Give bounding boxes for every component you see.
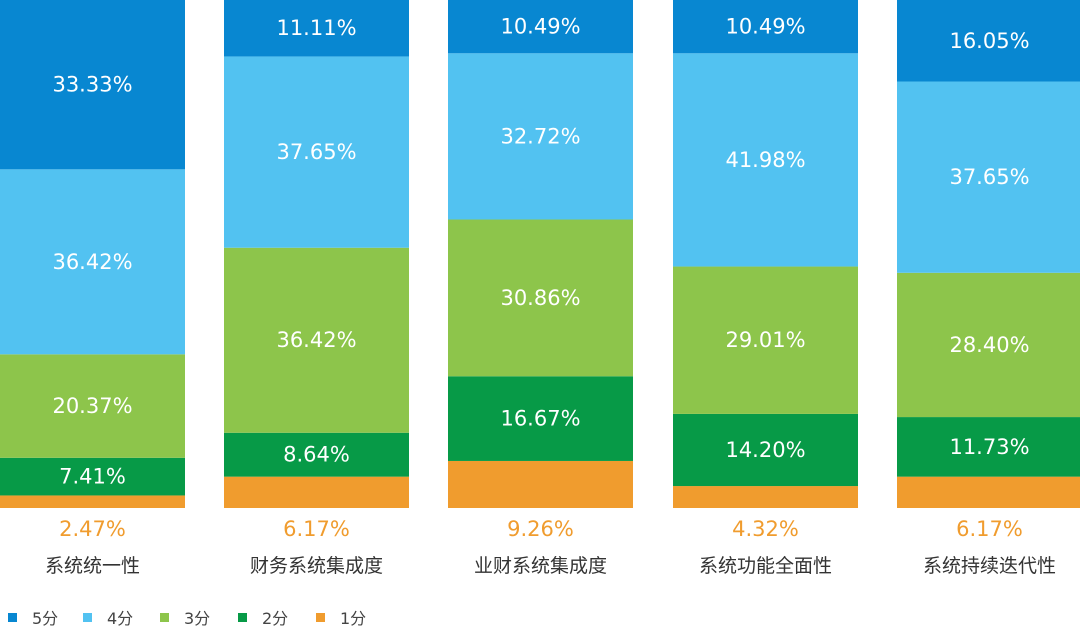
bar-segment-3-4分 — [448, 53, 633, 220]
data-label-3-2分: 16.67% — [500, 407, 580, 431]
bar-segment-3-1分 — [448, 460, 633, 508]
data-label-1-5分: 33.33% — [52, 73, 132, 97]
bar-segment-1-3分 — [0, 354, 185, 458]
bar-segment-1-4分 — [0, 169, 185, 355]
bar-segment-5-2分 — [897, 417, 1080, 477]
data-label-4-4分: 41.98% — [725, 148, 805, 172]
legend: 5分 4分 3分 2分 1分 — [8, 609, 366, 628]
data-label-1-3分: 20.37% — [52, 394, 132, 418]
bar-segment-3-3分 — [448, 219, 633, 377]
bar-segment-4-1分 — [673, 486, 858, 508]
data-label-2-5分: 11.11% — [276, 16, 356, 40]
bar-segment-2-4分 — [224, 56, 409, 248]
legend-swatch-5分 — [8, 613, 17, 622]
bar-segment-1-5分 — [0, 0, 185, 170]
data-label-4-5分: 10.49% — [725, 15, 805, 39]
legend-label-5分: 5分 — [32, 609, 58, 628]
bar-segment-1-2分 — [0, 457, 185, 496]
data-label-2-4分: 37.65% — [276, 140, 356, 164]
data-label-5-5分: 16.05% — [949, 29, 1029, 53]
data-label-4-1分: 4.32% — [732, 517, 799, 541]
bar-segment-2-3分 — [224, 247, 409, 433]
bar-segment-4-5分 — [673, 0, 858, 54]
legend-swatch-3分 — [160, 613, 169, 622]
data-label-5-1分: 6.17% — [956, 517, 1023, 541]
bar-segment-4-4分 — [673, 53, 858, 267]
legend-swatch-1分 — [316, 613, 325, 622]
bar-segment-4-2分 — [673, 413, 858, 487]
data-label-3-5分: 10.49% — [500, 15, 580, 39]
bar-segment-4-3分 — [673, 266, 858, 414]
bar-segment-3-5分 — [448, 0, 633, 54]
data-label-2-2分: 8.64% — [283, 443, 350, 467]
data-label-5-3分: 28.40% — [949, 333, 1029, 357]
category-label-5: 系统持续迭代性 — [923, 555, 1056, 577]
bar-segment-1-1分 — [0, 495, 185, 508]
data-label-1-4分: 36.42% — [52, 250, 132, 274]
data-label-2-1分: 6.17% — [283, 517, 350, 541]
data-label-2-3分: 36.42% — [276, 328, 356, 352]
category-label-1: 系统统一性 — [45, 555, 140, 577]
data-label-4-3分: 29.01% — [725, 328, 805, 352]
data-label-1-1分: 2.47% — [59, 517, 126, 541]
data-label-3-4分: 32.72% — [500, 124, 580, 148]
data-label-1-2分: 7.41% — [59, 465, 126, 489]
data-label-5-4分: 37.65% — [949, 165, 1029, 189]
bar-segment-5-1分 — [897, 476, 1080, 508]
legend-label-2分: 2分 — [262, 609, 288, 628]
legend-label-1分: 1分 — [340, 609, 366, 628]
category-label-2: 财务系统集成度 — [250, 555, 383, 577]
legend-swatch-4分 — [83, 613, 92, 622]
bar-segment-5-4分 — [897, 81, 1080, 273]
labels-group: 2.47% 7.41% 20.37% 36.42% 33.33% 系统统一性 6.17% 8.… — [45, 15, 1056, 577]
bars-group — [0, 0, 1080, 508]
legend-label-4分: 4分 — [107, 609, 133, 628]
data-label-5-2分: 11.73% — [949, 435, 1029, 459]
bar-segment-2-5分 — [224, 0, 409, 57]
bar-segment-5-3分 — [897, 272, 1080, 418]
bar-segment-2-1分 — [224, 476, 409, 508]
category-label-3: 业财系统集成度 — [474, 555, 607, 577]
bar-segment-3-2分 — [448, 376, 633, 461]
category-label-4: 系统功能全面性 — [699, 555, 832, 577]
data-label-3-1分: 9.26% — [507, 517, 574, 541]
data-label-3-3分: 30.86% — [500, 286, 580, 310]
legend-label-3分: 3分 — [184, 609, 210, 628]
bar-segment-2-2分 — [224, 432, 409, 477]
legend-swatch-2分 — [238, 613, 247, 622]
bar-segment-5-5分 — [897, 0, 1080, 82]
data-label-4-2分: 14.20% — [725, 438, 805, 462]
